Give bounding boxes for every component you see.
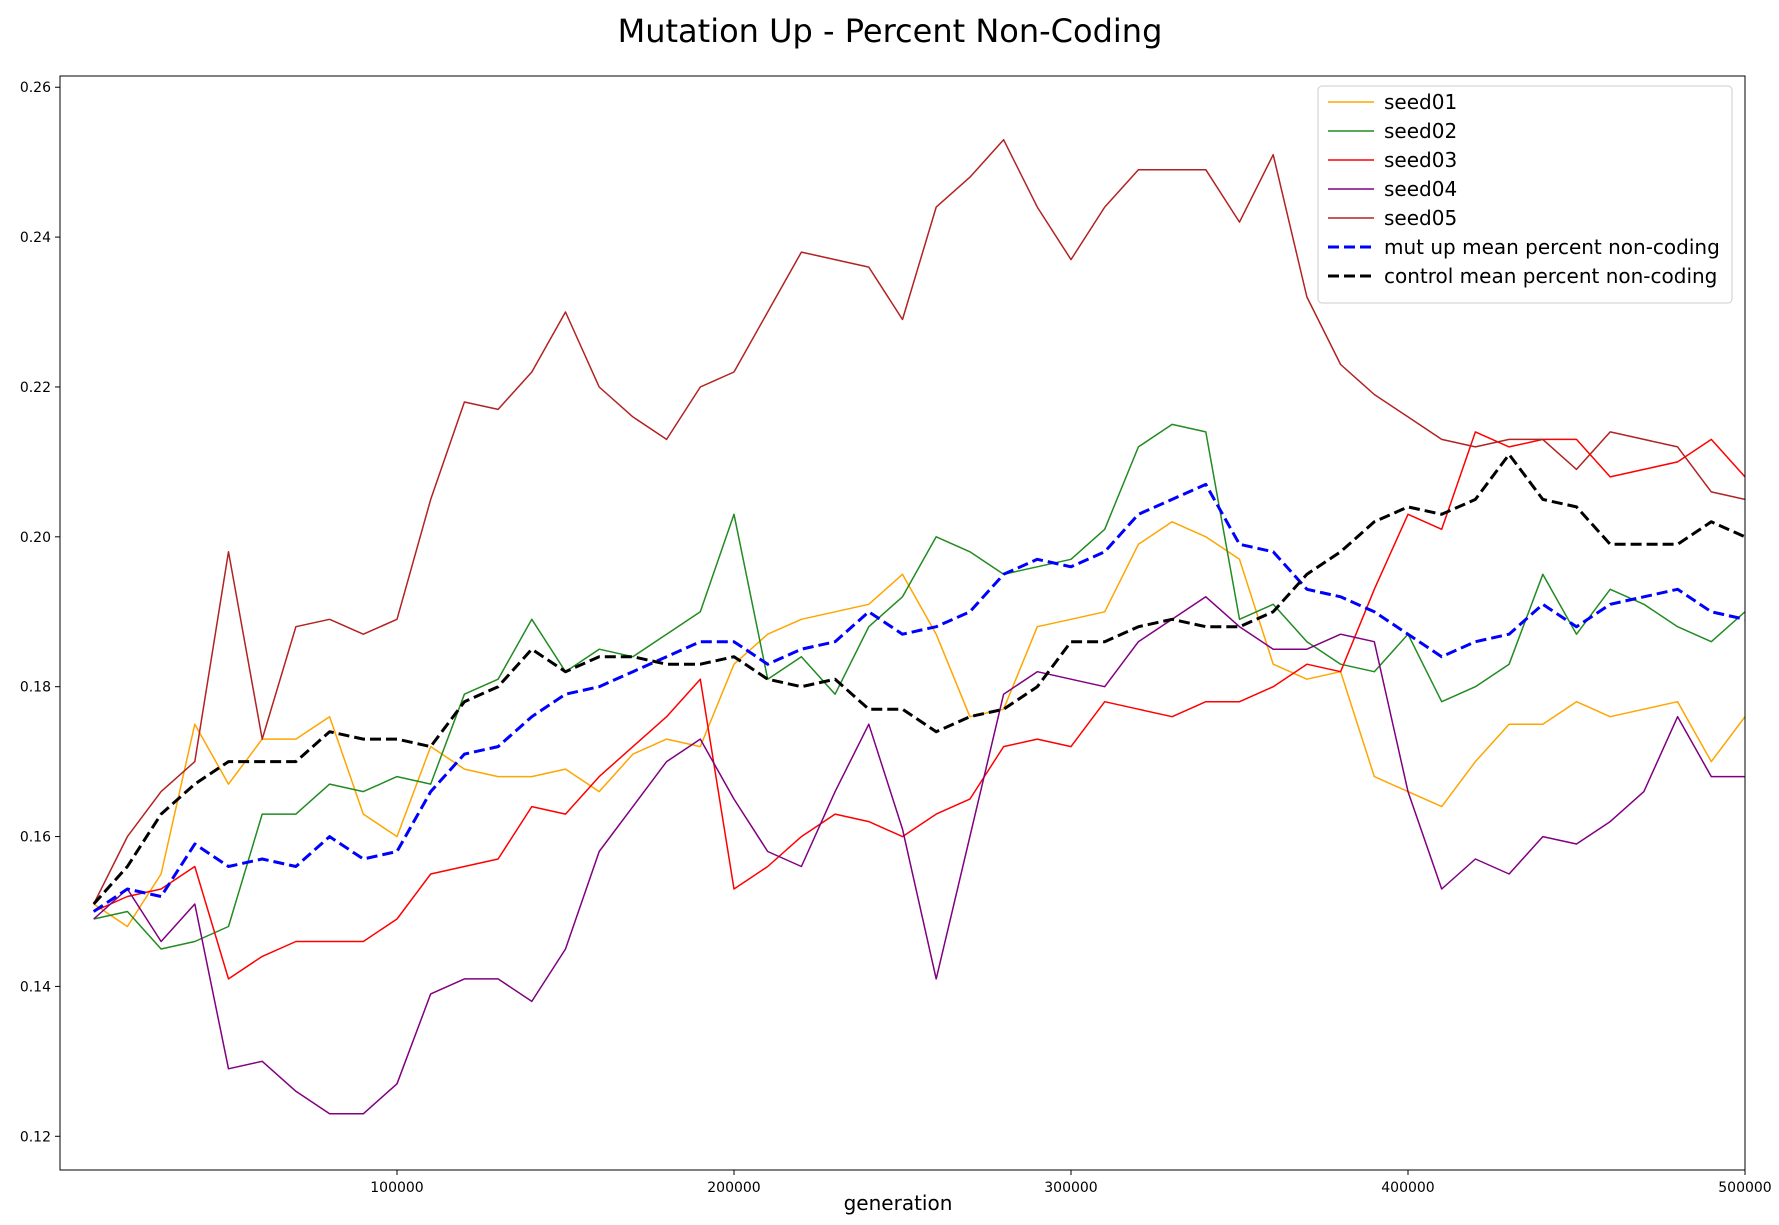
series-line-seed02 [93,423,1745,950]
legend-label: seed02 [1384,119,1457,143]
legend-label: seed01 [1384,90,1457,114]
series-line-seed05 [93,138,1745,905]
y-tick-label: 0.20 [20,530,51,546]
y-tick-label: 0.22 [20,380,51,396]
x-tick-label: 100000 [370,1180,423,1196]
series-layer [92,138,1745,1115]
y-tick-label: 0.24 [20,230,51,246]
legend-label: mut up mean percent non-coding [1384,235,1720,259]
axes-layer: 100000 200000 300000 400000 500000 0.12 0.14 0.… [20,75,1772,1196]
plot-frame [59,75,1746,1171]
y-tick-label: 0.18 [20,680,51,696]
y-tick-label: 0.16 [20,830,51,846]
x-axis-label: generation [844,1191,953,1215]
series-line-seed01 [93,521,1745,928]
x-tick-label: 300000 [1044,1180,1097,1196]
legend-box [1317,85,1733,304]
y-tick-label: 0.26 [20,80,51,96]
legend: seed01 seed02 seed03 seed04 seed05 mut up mea… [1317,85,1733,304]
series-line-control-mean-percent-non-coding [92,452,1745,906]
series-line-mut-up-mean-percent-non-coding [92,482,1745,913]
y-tick-label: 0.14 [20,979,51,995]
x-tick-label: 400000 [1381,1180,1434,1196]
y-tick-label: 0.12 [20,1129,51,1145]
series-line-seed04 [93,596,1745,1115]
legend-label: seed03 [1384,148,1457,172]
legend-label: seed05 [1384,206,1457,230]
legend-label: control mean percent non-coding [1384,264,1717,288]
chart-title: Mutation Up - Percent Non-Coding [618,12,1163,50]
x-tick-label: 200000 [707,1180,760,1196]
legend-label: seed04 [1384,177,1457,201]
series-line-seed03 [93,431,1745,980]
x-tick-label: 500000 [1718,1180,1771,1196]
